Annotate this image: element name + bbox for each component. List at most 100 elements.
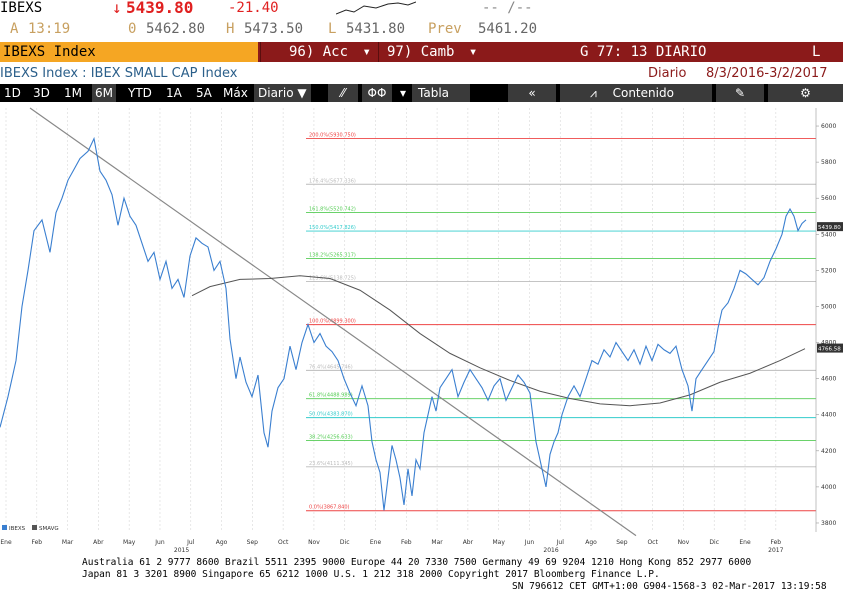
content-button[interactable]: ⩘ Contenido bbox=[560, 84, 712, 102]
down-arrow-icon: ↓ bbox=[112, 0, 122, 17]
prev-value: 5461.20 bbox=[478, 21, 538, 37]
x-tick-label: Mar bbox=[431, 539, 443, 546]
time-label: A bbox=[10, 21, 19, 37]
frequency-select[interactable]: Diario ▼ bbox=[254, 84, 311, 102]
ticker-input[interactable]: IBEXS Index bbox=[0, 42, 258, 62]
range-5a[interactable]: 5A bbox=[196, 86, 212, 100]
x-tick-label: Jun bbox=[524, 539, 535, 546]
fib-level-label: 50.0%(4383.870) bbox=[309, 412, 353, 418]
prev-label: Prev bbox=[428, 21, 462, 37]
fib-level-label: 38.2%(4256.633) bbox=[309, 435, 353, 441]
legend-label-ibexs: IBEXS bbox=[9, 526, 26, 532]
y-tick-label: 3800 bbox=[821, 520, 836, 527]
footer-contacts-2: Japan 81 3 3201 8900 Singapore 65 6212 1… bbox=[82, 569, 660, 580]
command-bar: IBEXS Index 96) Acc ▾ 97) Camb ▾ G 77: 1… bbox=[0, 42, 843, 62]
quote-time: 13:19 bbox=[28, 21, 71, 37]
ticker-symbol: IBEXS bbox=[0, 0, 43, 16]
range-max[interactable]: Máx bbox=[223, 86, 248, 100]
x-tick-label: Dic bbox=[709, 539, 719, 546]
acc-label: 96) Acc bbox=[289, 44, 349, 60]
chart-icon: ⩘ bbox=[590, 86, 597, 100]
camb-button[interactable]: 97) Camb ▾ bbox=[378, 42, 498, 62]
fib-level-label: 138.2%(5265.317) bbox=[309, 253, 356, 259]
x-tick-label: Abr bbox=[93, 539, 104, 546]
table-button[interactable]: Tabla bbox=[412, 84, 470, 102]
y-tick-label: 4000 bbox=[821, 484, 836, 491]
legend-swatch-smavg bbox=[32, 525, 37, 530]
x-tick-label: Abr bbox=[463, 539, 474, 546]
date-range[interactable]: 8/3/2016-3/2/2017 bbox=[706, 66, 828, 81]
sma-line bbox=[191, 275, 806, 407]
x-axis: Ene Feb Mar Abr May Jun Jul Ago Sep Oct Nov Dic Ene F… bbox=[0, 539, 783, 554]
compare-icon[interactable]: ΦΦ bbox=[362, 84, 392, 102]
compare-dropdown-icon[interactable]: ▾ bbox=[400, 86, 407, 100]
sparkline-line bbox=[336, 1, 416, 15]
camb-label: 97) Camb bbox=[387, 44, 455, 60]
price-line bbox=[0, 136, 807, 511]
mode-indicator: L bbox=[812, 44, 821, 60]
y-tick-label: 5200 bbox=[821, 267, 836, 274]
content-label: Contenido bbox=[612, 86, 674, 100]
y-axis: 3800 4000 4200 4400 4600 4800 5000 5200 5400 5600… bbox=[815, 108, 836, 532]
x-tick-label: Jul bbox=[186, 539, 195, 546]
bid-ask-placeholder: -- /-- bbox=[482, 0, 533, 16]
sma-tag bbox=[817, 343, 843, 353]
x-tick-label: Jul bbox=[556, 539, 565, 546]
trendline bbox=[29, 107, 637, 537]
settings-icon[interactable]: ⚙ bbox=[768, 84, 843, 102]
range-1a[interactable]: 1A bbox=[166, 86, 182, 100]
footer-contacts-1: Australia 61 2 9777 8600 Brazil 5511 239… bbox=[82, 557, 752, 568]
x-tick-label: Ene bbox=[0, 539, 12, 546]
range-1m[interactable]: 1M bbox=[64, 86, 82, 100]
plot-background bbox=[0, 104, 843, 556]
x-tick-label: Nov bbox=[308, 539, 320, 546]
series-layer: 5439.80 4766.58 bbox=[0, 107, 843, 537]
x-tick-label: May bbox=[123, 539, 136, 546]
collapse-icon[interactable]: « bbox=[508, 84, 556, 102]
fib-level-label: 0.0%(3867.840) bbox=[309, 505, 350, 511]
x-tick-label: Dic bbox=[340, 539, 350, 546]
y-tick-label: 5600 bbox=[821, 195, 836, 202]
open-label: 0 bbox=[128, 21, 137, 37]
range-1d[interactable]: 1D bbox=[4, 86, 21, 100]
fib-level-label: 150.0%(5417.826) bbox=[309, 225, 356, 231]
dropdown-icon: ▾ bbox=[362, 44, 371, 60]
x-tick-label: Nov bbox=[678, 539, 690, 546]
period-label: Diario bbox=[648, 66, 687, 81]
x-tick-label: Oct bbox=[647, 539, 658, 546]
open-value: 5462.80 bbox=[146, 21, 206, 37]
last-price: 5439.80 bbox=[126, 0, 194, 17]
legend: IBEXS SMAVG bbox=[2, 525, 59, 532]
x-tick-label: Mar bbox=[62, 539, 74, 546]
year-label: 2017 bbox=[768, 547, 783, 554]
legend-label-smavg: SMAVG bbox=[39, 526, 59, 532]
y-tick-label: 4200 bbox=[821, 448, 836, 455]
x-tick-label: Sep bbox=[247, 539, 259, 546]
x-tick-label: Feb bbox=[770, 539, 781, 546]
fib-level-label: 23.6%(4111.345) bbox=[309, 461, 353, 467]
vertical-gridlines bbox=[5, 108, 777, 532]
line-chart-icon[interactable]: ⁄⁄ bbox=[328, 84, 358, 102]
y-tick-label: 5800 bbox=[821, 159, 836, 166]
low-label: L bbox=[328, 21, 337, 37]
footer-session: SN 796612 CET GMT+1:00 G904-1568-3 02-Ma… bbox=[512, 581, 827, 592]
fib-level-label: 161.8%(5520.742) bbox=[309, 207, 356, 213]
security-header: IBEXS Index : IBEX SMALL CAP Index Diari… bbox=[0, 64, 843, 84]
dropdown-icon: ▾ bbox=[468, 44, 478, 60]
range-ytd[interactable]: YTD bbox=[128, 86, 152, 100]
acc-button[interactable]: 96) Acc ▾ bbox=[260, 42, 376, 62]
x-tick-label: Feb bbox=[401, 539, 412, 546]
year-label: 2016 bbox=[543, 547, 558, 554]
security-name: IBEXS Index : IBEX SMALL CAP Index bbox=[0, 66, 238, 81]
range-6m[interactable]: 6M bbox=[92, 84, 116, 102]
sma-tag-label: 4766.58 bbox=[818, 347, 841, 353]
last-price-tag bbox=[817, 222, 843, 232]
fib-level-label: 61.8%(4488.989) bbox=[309, 393, 353, 399]
legend-swatch-ibexs bbox=[2, 525, 7, 530]
price-chart[interactable]: 200.0%(5930.750) 176.4%(5677.336) 161.8%(5… bbox=[0, 104, 843, 556]
x-tick-label: May bbox=[492, 539, 505, 546]
edit-icon[interactable]: ✎ bbox=[716, 84, 764, 102]
fib-level-label: 76.4%(4645.746) bbox=[309, 364, 353, 370]
low-value: 5431.80 bbox=[346, 21, 406, 37]
range-3d[interactable]: 3D bbox=[33, 86, 50, 100]
